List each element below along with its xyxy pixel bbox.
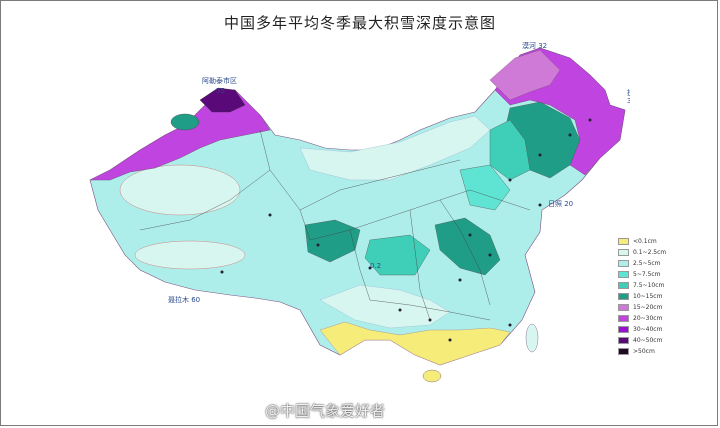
legend-swatch	[618, 315, 629, 322]
legend-label: 20~30cm	[633, 315, 663, 322]
label-rizhao: 日照 20	[548, 200, 573, 208]
legend-label: 40~50cm	[633, 337, 663, 344]
legend-label: <0.1cm	[633, 238, 657, 245]
region-central-teal-east	[434, 217, 501, 276]
legend-swatch	[618, 348, 629, 355]
island-taiwan	[525, 323, 539, 353]
region-light-band	[299, 115, 491, 181]
legend-swatch	[618, 337, 629, 344]
label-altay-value: 55	[216, 87, 225, 95]
legend-swatch	[618, 293, 629, 300]
legend-item: 2.5~5cm	[618, 258, 666, 269]
legend-label: 30~40cm	[633, 326, 663, 333]
region-xinjiang-north	[89, 89, 271, 181]
region-north-china-mid	[459, 164, 511, 211]
legend-item: 20~30cm	[618, 313, 666, 324]
legend-swatch	[618, 260, 629, 267]
legend-item: 40~50cm	[618, 335, 666, 346]
legend-item: 10~15cm	[618, 291, 666, 302]
legend-label: 7.5~10cm	[633, 282, 665, 289]
weibo-watermark: @中国气象爱好者	[265, 402, 386, 420]
label-value-02: 0.2	[370, 262, 381, 270]
legend-swatch	[618, 271, 629, 278]
label-altay: 阿勒泰市区	[202, 76, 237, 85]
legend-label: 2.5~5cm	[633, 260, 661, 267]
region-daxinganling	[489, 49, 561, 101]
legend-label: >50cm	[633, 348, 655, 355]
legend-label: 15~20cm	[633, 304, 663, 311]
legend-item: 5~7.5cm	[618, 269, 666, 280]
legend-item: 7.5~10cm	[618, 280, 666, 291]
legend-item: >50cm	[618, 346, 666, 357]
legend-swatch	[618, 326, 629, 333]
region-tibet-plateau	[134, 240, 246, 270]
snow-depth-map: 阿勒泰市区 55 漠河 32 抚远 38 聂拉木 60 日照 20 0.2	[89, 41, 630, 383]
island-hainan	[422, 369, 442, 383]
region-ili-teal	[170, 113, 200, 131]
legend-item: 0.1~2.5cm	[618, 247, 666, 258]
region-south-no-snow	[319, 321, 511, 366]
label-mohe: 漠河 32	[522, 41, 547, 50]
legend-item: <0.1cm	[618, 236, 666, 247]
region-central-mid	[364, 234, 431, 276]
legend-label: 10~15cm	[633, 293, 663, 300]
region-tarim-basin	[119, 164, 241, 216]
label-fushun: 抚远	[627, 88, 630, 97]
province-boundaries	[139, 129, 531, 321]
legend-swatch	[618, 304, 629, 311]
map-title: 中国多年平均冬季最大积雪深度示意图	[223, 14, 496, 32]
label-nielamu: 聂拉木 60	[168, 295, 200, 304]
legend-swatch	[618, 238, 629, 245]
legend-label: 0.1~2.5cm	[633, 249, 667, 256]
legend-item: 30~40cm	[618, 324, 666, 335]
station-markers	[220, 118, 592, 342]
legend: <0.1cm 0.1~2.5cm 2.5~5cm 5~7.5cm 7.5~10c…	[618, 236, 666, 357]
region-altay-peak	[199, 87, 246, 113]
legend-swatch	[618, 282, 629, 289]
label-fushun-value: 38	[627, 97, 630, 105]
legend-label: 5~7.5cm	[633, 271, 661, 278]
legend-swatch	[618, 249, 629, 256]
legend-item: 15~20cm	[618, 302, 666, 313]
